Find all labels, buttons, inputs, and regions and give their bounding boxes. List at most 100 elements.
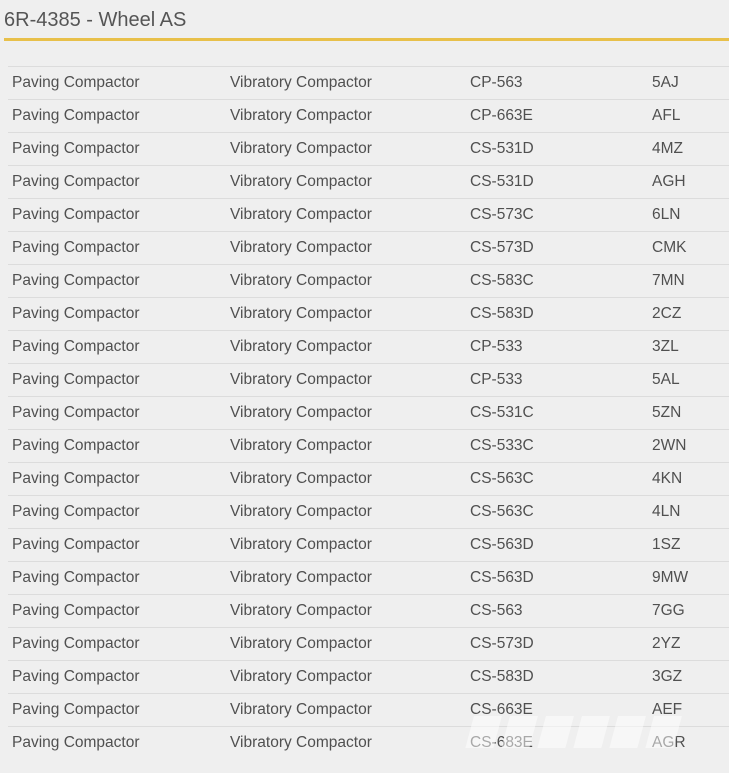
serial-prefix-cell: 6LN — [652, 206, 681, 223]
model-family-cell: Vibratory Compactor — [230, 305, 372, 322]
equipment-type-cell: Paving Compactor — [12, 503, 140, 520]
serial-prefix-cell: 5AJ — [652, 74, 679, 91]
equipment-type-cell: Paving Compactor — [12, 470, 140, 487]
model-cell: CS-563D — [470, 536, 534, 553]
serial-prefix-cell: AGR — [652, 734, 686, 751]
model-family-cell: Vibratory Compactor — [230, 635, 372, 652]
table-row: Paving Compactor Vibratory Compactor CP-56… — [8, 66, 729, 99]
table-row: Paving Compactor Vibratory Compactor CS-68… — [8, 726, 729, 759]
table-row: Paving Compactor Vibratory Compactor CS-56… — [8, 561, 729, 594]
model-family-cell: Vibratory Compactor — [230, 437, 372, 454]
model-cell: CS-531D — [470, 173, 534, 190]
equipment-type-cell: Paving Compactor — [12, 734, 140, 751]
table-row: Paving Compactor Vibratory Compactor CS-53… — [8, 132, 729, 165]
serial-prefix-cell: 5ZN — [652, 404, 682, 421]
model-family-cell: Vibratory Compactor — [230, 74, 372, 91]
serial-prefix-cell: 9MW — [652, 569, 689, 586]
table-row: Paving Compactor Vibratory Compactor CS-56… — [8, 594, 729, 627]
serial-prefix-cell: 3ZL — [652, 338, 679, 355]
model-family-cell: Vibratory Compactor — [230, 404, 372, 421]
model-cell: CS-563C — [470, 503, 534, 520]
equipment-type-cell: Paving Compactor — [12, 239, 140, 256]
serial-prefix-cell: AGH — [652, 173, 686, 190]
model-cell: CS-683E — [470, 734, 533, 751]
model-cell: CS-583D — [470, 305, 534, 322]
model-cell: CP-563 — [470, 74, 523, 91]
model-cell: CP-533 — [470, 338, 523, 355]
table-row: Paving Compactor Vibratory Compactor CP-53… — [8, 330, 729, 363]
serial-prefix-cell: 3GZ — [652, 668, 683, 685]
model-cell: CS-573D — [470, 635, 534, 652]
model-cell: CS-533C — [470, 437, 534, 454]
serial-prefix-cell: 7MN — [652, 272, 685, 289]
model-cell: CS-563C — [470, 470, 534, 487]
model-cell: CS-573D — [470, 239, 534, 256]
equipment-type-cell: Paving Compactor — [12, 305, 140, 322]
table-row: Paving Compactor Vibratory Compactor CS-57… — [8, 198, 729, 231]
model-cell: CS-563D — [470, 569, 534, 586]
equipment-type-cell: Paving Compactor — [12, 74, 140, 91]
model-family-cell: Vibratory Compactor — [230, 602, 372, 619]
table-row: Paving Compactor Vibratory Compactor CS-56… — [8, 528, 729, 561]
model-family-cell: Vibratory Compactor — [230, 272, 372, 289]
model-cell: CS-531D — [470, 140, 534, 157]
model-family-cell: Vibratory Compactor — [230, 371, 372, 388]
model-cell: CS-531C — [470, 404, 534, 421]
table-row: Paving Compactor Vibratory Compactor CS-58… — [8, 660, 729, 693]
model-family-cell: Vibratory Compactor — [230, 470, 372, 487]
serial-prefix-cell: 7GG — [652, 602, 685, 619]
equipment-type-cell: Paving Compactor — [12, 140, 140, 157]
equipment-type-cell: Paving Compactor — [12, 569, 140, 586]
equipment-type-cell: Paving Compactor — [12, 668, 140, 685]
table-row: Paving Compactor Vibratory Compactor CS-53… — [8, 396, 729, 429]
model-family-cell: Vibratory Compactor — [230, 734, 372, 751]
model-family-cell: Vibratory Compactor — [230, 569, 372, 586]
title-underline — [4, 38, 729, 41]
serial-prefix-cell: 1SZ — [652, 536, 681, 553]
serial-prefix-cell: 4LN — [652, 503, 681, 520]
model-family-cell: Vibratory Compactor — [230, 536, 372, 553]
model-cell: CS-573C — [470, 206, 534, 223]
equipment-type-cell: Paving Compactor — [12, 701, 140, 718]
equipment-type-cell: Paving Compactor — [12, 437, 140, 454]
model-family-cell: Vibratory Compactor — [230, 107, 372, 124]
model-family-cell: Vibratory Compactor — [230, 701, 372, 718]
equipment-type-cell: Paving Compactor — [12, 635, 140, 652]
model-family-cell: Vibratory Compactor — [230, 239, 372, 256]
model-cell: CP-663E — [470, 107, 533, 124]
model-family-cell: Vibratory Compactor — [230, 173, 372, 190]
compatibility-table: Paving Compactor Vibratory Compactor CP-56… — [8, 66, 729, 759]
table-row: Paving Compactor Vibratory Compactor CS-53… — [8, 165, 729, 198]
serial-prefix-cell: 2WN — [652, 437, 687, 454]
model-family-cell: Vibratory Compactor — [230, 206, 372, 223]
equipment-type-cell: Paving Compactor — [12, 173, 140, 190]
equipment-type-cell: Paving Compactor — [12, 272, 140, 289]
equipment-type-cell: Paving Compactor — [12, 536, 140, 553]
table-row: Paving Compactor Vibratory Compactor CP-53… — [8, 363, 729, 396]
model-family-cell: Vibratory Compactor — [230, 668, 372, 685]
model-family-cell: Vibratory Compactor — [230, 140, 372, 157]
model-cell: CS-583C — [470, 272, 534, 289]
serial-prefix-cell: 2YZ — [652, 635, 681, 652]
equipment-type-cell: Paving Compactor — [12, 404, 140, 421]
equipment-type-cell: Paving Compactor — [12, 602, 140, 619]
equipment-type-cell: Paving Compactor — [12, 107, 140, 124]
model-family-cell: Vibratory Compactor — [230, 338, 372, 355]
serial-prefix-cell: 5AL — [652, 371, 680, 388]
table-row: Paving Compactor Vibratory Compactor CS-53… — [8, 429, 729, 462]
equipment-type-cell: Paving Compactor — [12, 206, 140, 223]
table-row: Paving Compactor Vibratory Compactor CS-66… — [8, 693, 729, 726]
page-title: 6R-4385 - Wheel AS — [4, 9, 187, 31]
serial-prefix-cell: 4MZ — [652, 140, 683, 157]
table-row: Paving Compactor Vibratory Compactor CS-56… — [8, 462, 729, 495]
model-cell: CS-583D — [470, 668, 534, 685]
model-family-cell: Vibratory Compactor — [230, 503, 372, 520]
serial-prefix-cell: CMK — [652, 239, 687, 256]
model-cell: CS-563 — [470, 602, 523, 619]
equipment-type-cell: Paving Compactor — [12, 338, 140, 355]
serial-prefix-cell: 4KN — [652, 470, 683, 487]
table-row: Paving Compactor Vibratory Compactor CS-57… — [8, 231, 729, 264]
serial-prefix-cell: AEF — [652, 701, 683, 718]
model-cell: CP-533 — [470, 371, 523, 388]
table-row: Paving Compactor Vibratory Compactor CS-58… — [8, 297, 729, 330]
